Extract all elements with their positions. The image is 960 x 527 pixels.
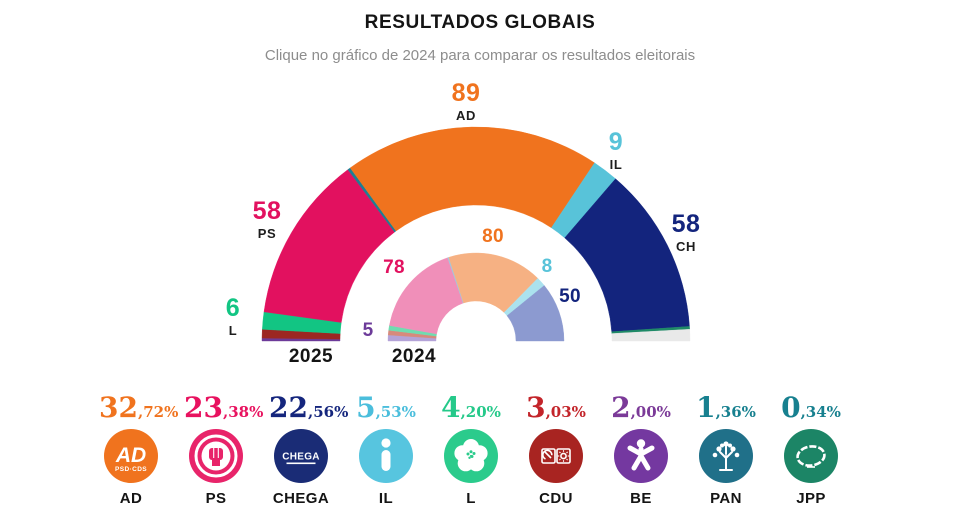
year-label-2024: 2024 [391, 346, 437, 367]
seat-label-2025-PS: 58 PS [252, 197, 282, 241]
party-abbr: CH [676, 239, 696, 254]
party-card-PAN: 1,36% PAN [694, 391, 758, 508]
party-abbr-label: CDU [539, 490, 573, 507]
pan-tree-logo-icon [699, 429, 753, 483]
party-abbr: AD [456, 108, 476, 123]
ad-logo-icon: AD PSD·CDS [104, 429, 158, 483]
party-card-BE: 2,00% BE [609, 391, 673, 508]
svg-text:CHEGA: CHEGA [282, 452, 320, 463]
party-card-PS: 23,38% PS [184, 391, 264, 508]
seat-label-2024-PS: 78 [383, 257, 405, 278]
be-star-logo-icon [614, 429, 668, 483]
party-percent: 4,20% [441, 391, 501, 424]
page-header: RESULTADOS GLOBAIS Clique no gráfico de … [0, 0, 960, 64]
seat-label-2025-IL: 9 IL [608, 128, 624, 172]
arc-2025-unassigned[interactable] [611, 329, 691, 342]
svg-text:AD: AD [115, 444, 146, 467]
party-abbr: PS [257, 226, 277, 241]
party-card-CDU: 3,03% CDU [524, 391, 588, 508]
party-abbr: IL [609, 157, 623, 172]
seat-count: 58 [671, 210, 701, 238]
chega-logo-icon: CHEGA [274, 429, 328, 483]
party-card-CHEGA: 22,56% CHEGA CHEGA [269, 391, 349, 508]
arc-2025-AD[interactable] [349, 126, 595, 232]
arc-2024-CH[interactable] [506, 285, 565, 342]
party-abbr-label: PAN [710, 490, 742, 507]
seat-label-2024-BE: 5 [362, 320, 374, 341]
chart-instruction: Clique no gráfico de 2024 para comparar … [264, 47, 696, 64]
party-abbr-label: CHEGA [272, 490, 330, 507]
party-percent: 2,00% [611, 391, 671, 424]
party-abbr-label: JPP [796, 490, 826, 507]
party-card-IL: 5,53% IL [354, 391, 418, 508]
party-percent: 22,56% [269, 391, 349, 424]
livre-flower-logo-icon [444, 429, 498, 483]
cdu-logo-icon [529, 429, 583, 483]
jpp-logo-icon [784, 429, 838, 483]
year-label-2025: 2025 [288, 346, 334, 367]
party-card-AD: 32,72% AD PSD·CDS AD [99, 391, 179, 508]
party-percent: 32,72% [99, 391, 179, 424]
seat-count: 58 [252, 197, 282, 225]
party-abbr: L [228, 323, 238, 338]
party-percent: 3,03% [526, 391, 586, 424]
seat-count: 89 [451, 79, 481, 107]
seat-label-2025-CH: 58 CH [671, 210, 701, 254]
party-abbr-label: PS [205, 490, 227, 507]
hemicycle-chart: 89 AD 9 IL 58 CH 58 PS 6 L 80 78 8 50 5 2025 2024 [0, 78, 960, 378]
seat-label-2025-AD: 89 AD [451, 79, 481, 123]
page-title: RESULTADOS GLOBAIS [364, 12, 596, 33]
il-logo-icon [359, 429, 413, 483]
party-percent: 23,38% [184, 391, 264, 424]
svg-text:PSD·CDS: PSD·CDS [115, 466, 147, 473]
party-abbr-label: AD [119, 490, 143, 507]
hemicycle-arcs [261, 126, 691, 342]
seat-count: 6 [225, 294, 241, 322]
party-abbr-label: IL [378, 490, 394, 507]
party-results-row: 32,72% AD PSD·CDS AD 23,38% PS 22,56% CHEGA… [99, 391, 843, 508]
party-percent: 5,53% [356, 391, 416, 424]
party-abbr-label: L [466, 490, 476, 507]
ps-fist-logo-icon [189, 429, 243, 483]
party-abbr-label: BE [630, 490, 652, 507]
party-card-L: 4,20% L [439, 391, 503, 508]
seat-label-2024-AD: 80 [482, 226, 504, 247]
seat-count: 9 [608, 128, 624, 156]
seat-label-2024-CH: 50 [559, 286, 581, 307]
party-percent: 1,36% [696, 391, 756, 424]
party-card-JPP: 0,34% JPP [779, 391, 843, 508]
seat-label-2024-IL: 8 [541, 256, 553, 277]
party-percent: 0,34% [781, 391, 841, 424]
